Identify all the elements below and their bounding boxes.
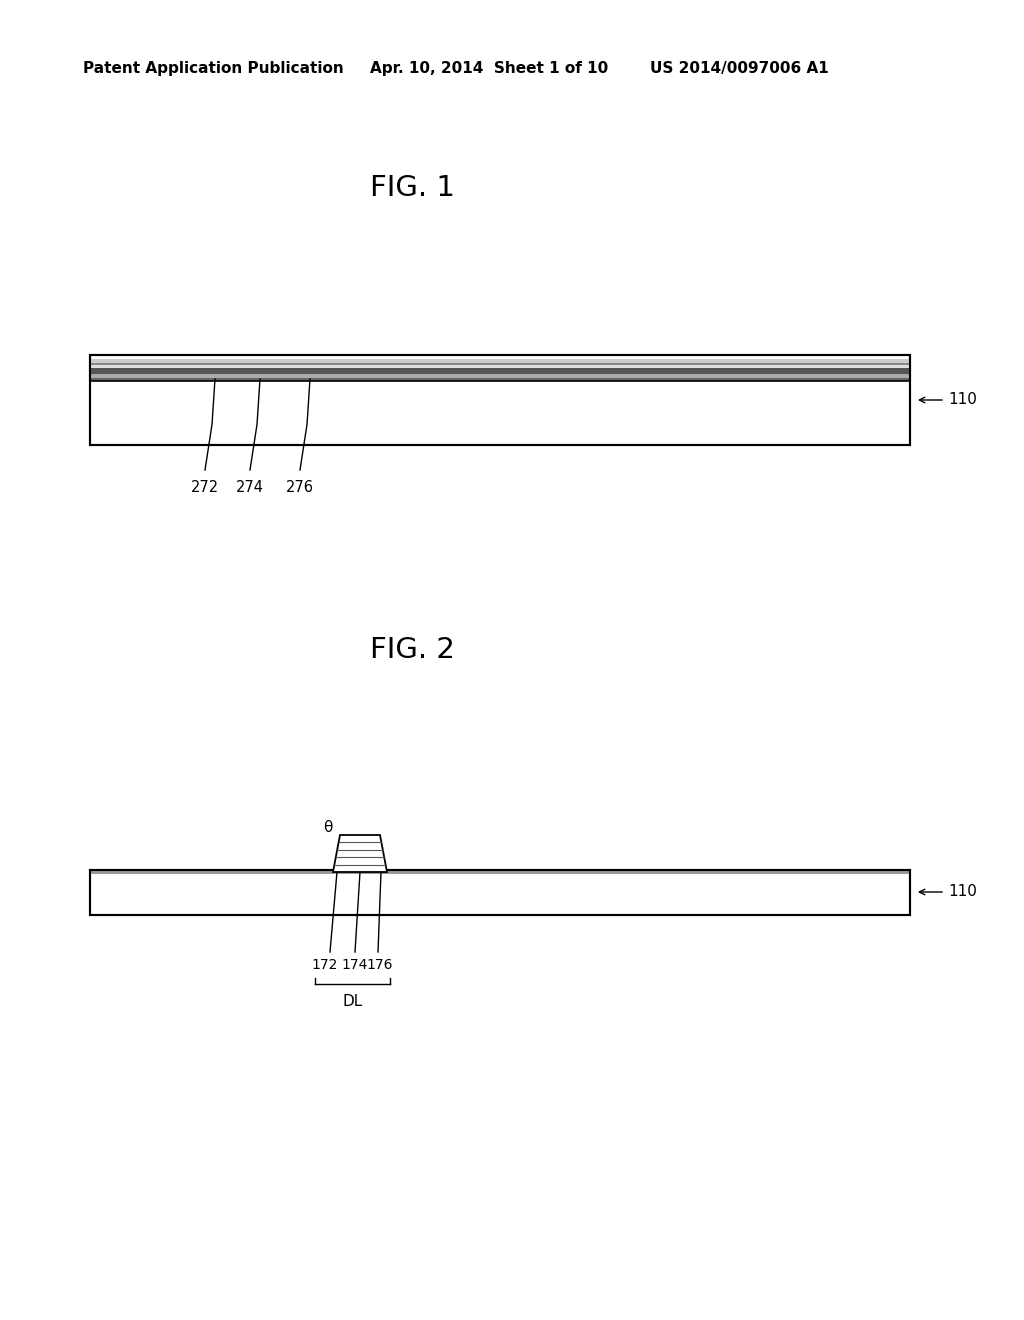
Text: US 2014/0097006 A1: US 2014/0097006 A1 [650, 61, 828, 75]
Bar [90, 870, 910, 874]
Text: 172: 172 [312, 958, 338, 972]
Bar [90, 870, 910, 915]
Text: 274: 274 [236, 479, 264, 495]
Bar [90, 359, 910, 363]
Bar [90, 870, 910, 915]
Text: 110: 110 [948, 392, 977, 408]
Bar [90, 355, 910, 445]
Bar [90, 355, 910, 445]
Bar [90, 363, 910, 366]
Text: FIG. 1: FIG. 1 [370, 174, 455, 202]
Text: Apr. 10, 2014  Sheet 1 of 10: Apr. 10, 2014 Sheet 1 of 10 [370, 61, 608, 75]
Bar [90, 374, 910, 378]
Text: θ: θ [324, 820, 333, 834]
Bar [90, 366, 910, 368]
Text: 176: 176 [367, 958, 393, 972]
Text: 272: 272 [190, 479, 219, 495]
Text: FIG. 2: FIG. 2 [370, 636, 455, 664]
Text: 174: 174 [342, 958, 369, 972]
Bar [90, 378, 910, 381]
Text: 110: 110 [948, 884, 977, 899]
Bar [90, 368, 910, 374]
Text: Patent Application Publication: Patent Application Publication [83, 61, 344, 75]
Text: 276: 276 [286, 479, 314, 495]
Polygon shape [333, 836, 387, 873]
Text: DL: DL [342, 994, 362, 1010]
